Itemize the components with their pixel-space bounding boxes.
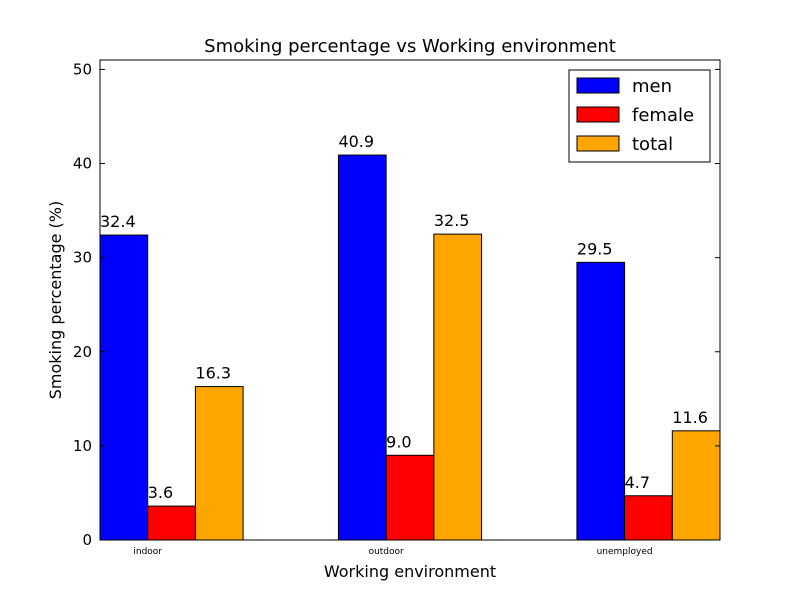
bar-female-outdoor (385, 454, 435, 541)
data-labels-group: 32.4 40.9 29.5 3.6 9.0 4.7 16.3 32.5 11.6 (100, 132, 708, 502)
bar-female-unemployed (624, 495, 673, 541)
legend-label-total: total (632, 134, 673, 155)
legend-swatch-total (576, 135, 620, 152)
y-tick-label: 20 (73, 343, 92, 361)
x-axis-ticks: indoor outdoor unemployed (133, 547, 652, 557)
data-label-female-indoor: 3.6 (148, 483, 173, 502)
y-tick-label: 0 (82, 531, 92, 549)
data-label-total-indoor: 16.3 (195, 364, 231, 383)
x-tick-label-outdoor: outdoor (369, 547, 404, 557)
y-tick-label: 30 (73, 249, 92, 267)
y-axis-label: Smoking percentage (%) (46, 201, 65, 399)
chart-title: Smoking percentage vs Working environmen… (204, 36, 616, 57)
x-tick-label-unemployed: unemployed (597, 547, 653, 557)
data-label-total-outdoor: 32.5 (434, 211, 470, 230)
legend-label-men: men (632, 76, 672, 97)
x-axis-label: Working environment (324, 562, 496, 581)
bar-total-outdoor (433, 233, 483, 541)
legend-items: men female total (576, 76, 694, 155)
y-tick-label: 40 (73, 155, 92, 173)
x-tick-label-indoor: indoor (133, 547, 162, 557)
y-tick-label: 10 (73, 437, 92, 455)
y-axis-ticks: 0 10 20 30 40 50 (73, 60, 720, 549)
data-label-female-unemployed: 4.7 (625, 473, 650, 492)
data-label-men-unemployed: 29.5 (577, 239, 613, 258)
legend: men female total (568, 69, 711, 163)
y-tick-label: 50 (73, 60, 92, 78)
data-label-men-indoor: 32.4 (100, 212, 136, 231)
bar-total-unemployed (671, 430, 721, 541)
bar-men-unemployed (576, 261, 626, 541)
bar-female-indoor (147, 505, 196, 541)
data-label-men-outdoor: 40.9 (338, 132, 374, 151)
legend-label-female: female (632, 105, 694, 126)
legend-swatch-female (576, 106, 620, 123)
data-label-total-unemployed: 11.6 (672, 408, 708, 427)
bars-group (99, 154, 721, 541)
bar-men-indoor (99, 234, 149, 541)
legend-swatch-men (576, 77, 620, 94)
bar-total-indoor (194, 386, 244, 541)
plot-frame (99, 59, 721, 541)
data-label-female-outdoor: 9.0 (386, 432, 411, 451)
bar-men-outdoor (337, 154, 387, 541)
